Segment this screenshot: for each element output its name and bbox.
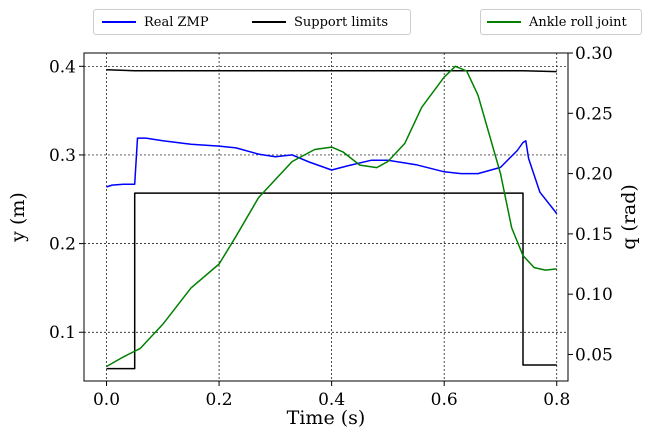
plot-frame xyxy=(83,52,569,382)
legend-label: Support limits xyxy=(294,14,389,30)
y-right-tick-label: 0.10 xyxy=(575,285,613,305)
legend-left: Real ZMP Support limits xyxy=(93,9,411,35)
y-right-tick-label: 0.05 xyxy=(575,345,613,365)
series-line-support-limits xyxy=(106,69,557,73)
series-line-ankle-roll-joint xyxy=(106,65,557,368)
legend-item-real-zmp: Real ZMP xyxy=(102,10,209,34)
legend-swatch xyxy=(252,21,286,23)
grid xyxy=(84,53,568,381)
legend-label: Real ZMP xyxy=(144,14,209,30)
y-axis-left-label: y (m) xyxy=(7,192,29,243)
y-right-tick-label: 0.30 xyxy=(575,44,613,64)
x-axis-label: Time (s) xyxy=(287,407,366,429)
y-right-tick-label: 0.20 xyxy=(575,165,613,185)
x-tick-label: 0.2 xyxy=(206,390,233,410)
ticks-layer: 0.0 0.2 0.4 0.6 0.8 0.1 0.2 0.3 0.4 0.05 0.10 0.15 0… xyxy=(49,44,613,410)
legend-right: Ankle roll joint xyxy=(480,9,642,35)
legend-item-support-limits: Support limits xyxy=(252,10,388,34)
series-line-support-limits xyxy=(106,192,557,370)
legend-swatch xyxy=(102,21,136,23)
y-left-tick-label: 0.3 xyxy=(49,146,76,166)
x-tick-label: 0.8 xyxy=(543,390,570,410)
y-left-tick-label: 0.1 xyxy=(49,323,76,343)
legend-label: Ankle roll joint xyxy=(529,14,627,30)
y-left-tick-label: 0.2 xyxy=(49,235,76,255)
y-right-tick-label: 0.25 xyxy=(575,104,613,124)
legend-item-ankle-roll-joint: Ankle roll joint xyxy=(487,10,627,34)
x-tick-label: 0.4 xyxy=(318,390,345,410)
y-right-tick-label: 0.15 xyxy=(575,225,613,245)
series-line-real-zmp xyxy=(106,137,558,214)
x-tick-label: 0.6 xyxy=(431,390,458,410)
y-left-tick-label: 0.4 xyxy=(49,57,76,77)
y-axis-right-label: q (rad) xyxy=(618,184,640,250)
legend-swatch xyxy=(487,21,521,23)
x-tick-label: 0.0 xyxy=(93,390,120,410)
series-layer xyxy=(106,65,558,370)
